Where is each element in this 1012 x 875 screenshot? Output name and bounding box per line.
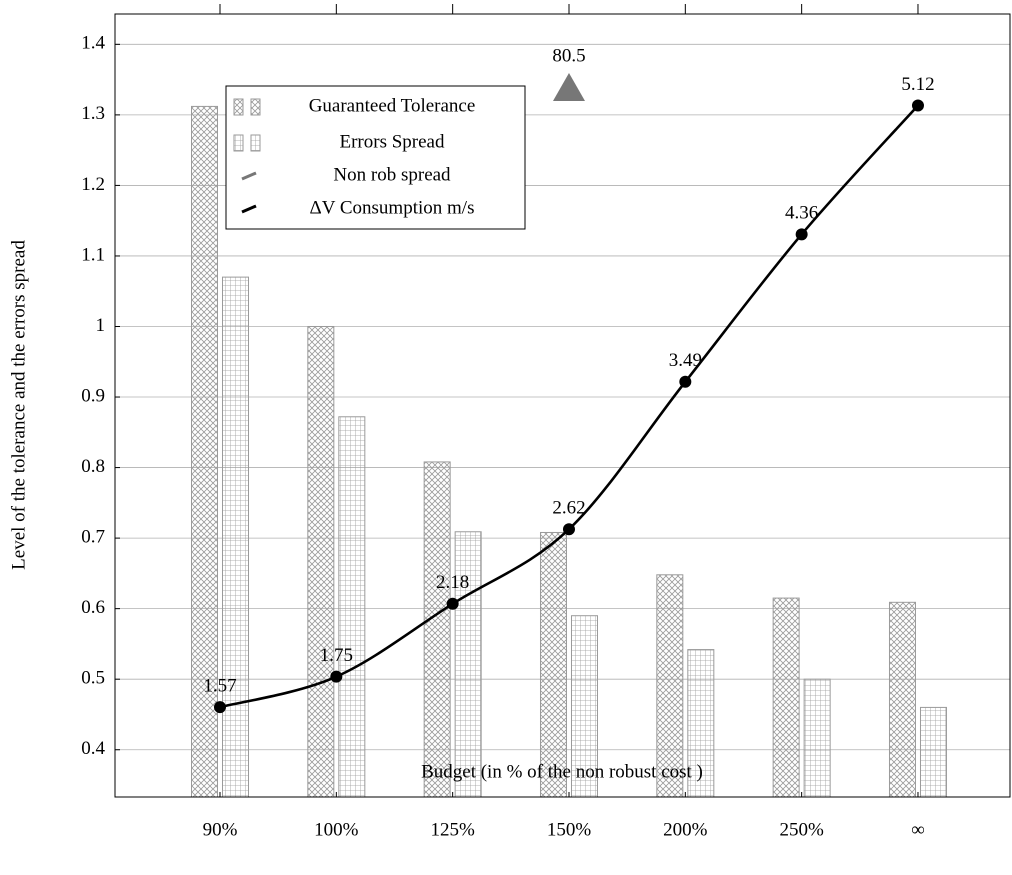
point: [446, 597, 459, 610]
point: [795, 228, 808, 241]
y-tick-label: 0.9: [81, 385, 105, 406]
legend-swatch: [241, 171, 257, 181]
bar: [454, 531, 482, 798]
bar: [888, 601, 916, 798]
x-tick-label: 90%: [203, 819, 238, 840]
plot-frame: [114, 13, 1011, 798]
point: [330, 670, 343, 683]
legend-swatch: [241, 204, 257, 214]
legend-box: [225, 85, 526, 230]
legend-swatch: [233, 98, 244, 116]
legend-label: Guaranteed Tolerance: [309, 95, 476, 116]
data-label: 5.12: [901, 74, 934, 95]
y-tick-label: 0.8: [81, 456, 105, 477]
lines: 80.5 1.57 1.75 2.18 2.62 3.49 4.36 5.12: [203, 45, 935, 714]
legend-label: Non rob spread: [333, 164, 451, 185]
x-tick-label: ∞: [911, 819, 925, 840]
y-tick-label: 0.7: [81, 526, 105, 547]
bar: [423, 461, 451, 798]
y-tick-label: 1.2: [81, 174, 105, 195]
y-tick-label: 0.4: [81, 738, 105, 759]
legend-swatch: [250, 134, 261, 152]
point: [679, 375, 692, 388]
y-tick-label: 1.1: [81, 244, 105, 265]
bar: [772, 597, 800, 798]
bar: [687, 649, 715, 798]
bar: [191, 105, 218, 798]
legend-swatch: [233, 134, 244, 152]
data-label: 4.36: [785, 203, 818, 224]
bar: [222, 276, 249, 798]
y-tick-label: 1: [96, 315, 106, 336]
y-tick-label: 0.6: [81, 597, 105, 618]
x-tick-label: 200%: [663, 819, 708, 840]
bars: [191, 105, 947, 798]
y-tick-label: 0.5: [81, 668, 105, 689]
legend: Guaranteed Tolerance Errors Spread Non rob…: [225, 85, 526, 230]
point: [562, 523, 575, 536]
data-label: 2.18: [436, 572, 469, 593]
bar: [338, 416, 366, 798]
legend-label: Errors Spread: [340, 131, 445, 152]
data-label: 3.49: [669, 350, 702, 371]
y-tick-label: 1.4: [81, 33, 105, 54]
bar: [919, 706, 947, 798]
bar: [803, 678, 831, 798]
bar: [539, 531, 567, 798]
data-label: 1.75: [320, 645, 353, 666]
data-label: 2.62: [552, 498, 585, 519]
data-label: 80.5: [552, 45, 585, 66]
x-tick-label: 100%: [314, 819, 359, 840]
point: [214, 701, 226, 714]
y-tick-label: 1.3: [81, 103, 105, 124]
x-tick-label: 150%: [547, 819, 592, 840]
data-label: 1.57: [203, 676, 236, 697]
point: [911, 99, 924, 112]
y-axis-title: Level of the tolerance and the errors sp…: [8, 240, 29, 570]
legend-label: ΔV Consumption m/s: [310, 197, 475, 218]
x-tick-label: 125%: [430, 819, 475, 840]
x-tick-label: 250%: [779, 819, 824, 840]
bar: [307, 325, 335, 798]
off-scale-marker: [552, 73, 585, 101]
legend-swatch: [250, 98, 261, 116]
x-axis-title: Budget (in % of the non robust cost ): [421, 761, 703, 782]
